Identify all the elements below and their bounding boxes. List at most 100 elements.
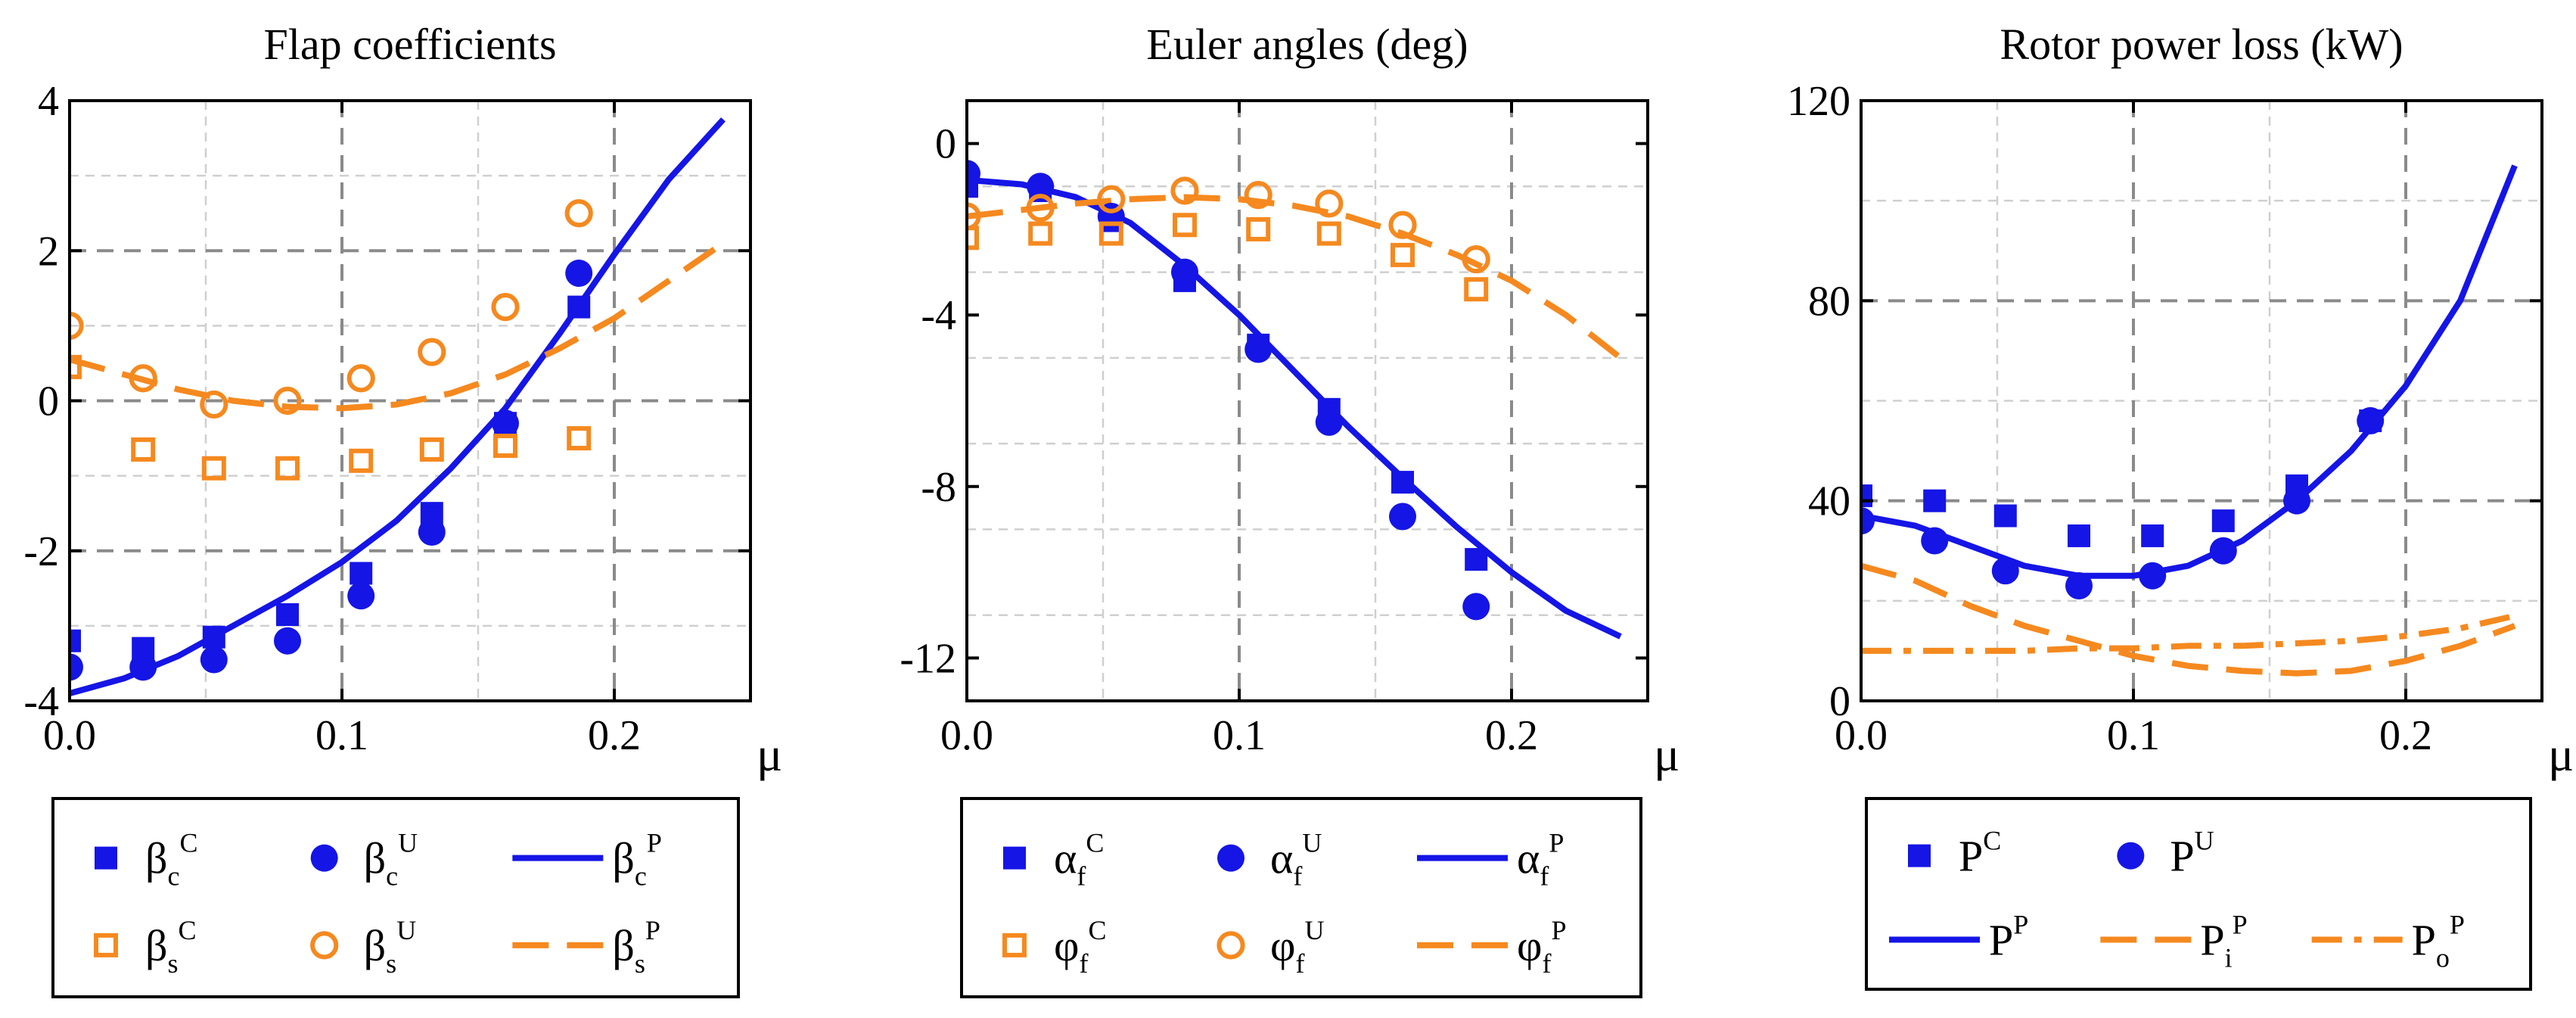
y-tick-label: -12 <box>900 635 956 682</box>
legend-label-βcC: βcC <box>145 828 198 892</box>
data-point-φfU <box>1170 176 1199 205</box>
y-tick-label: -4 <box>921 292 956 339</box>
data-point-βcU <box>492 409 519 437</box>
data-point-φfC <box>1316 221 1341 246</box>
data-point-PC <box>2141 524 2164 547</box>
data-point-βsU <box>564 199 593 228</box>
x-axis-label: μ <box>757 727 782 781</box>
series-line-PiP <box>1861 562 2516 677</box>
data-point-βcU <box>565 259 593 287</box>
legend-label-φfU: φfU <box>1270 915 1324 979</box>
data-point-φfU <box>1315 189 1344 218</box>
legend-label-βcP: βcP <box>612 828 662 892</box>
data-point-βcU <box>70 653 83 681</box>
data-point-βcU <box>347 582 375 610</box>
data-point-βsC <box>349 448 374 473</box>
data-point-φfC <box>967 226 979 251</box>
data-point-βcC <box>567 295 591 319</box>
legend-marker-PC <box>1908 844 1931 867</box>
data-point-αfU <box>1244 335 1272 363</box>
x-axis-label: μ <box>2548 727 2574 781</box>
plot-area <box>967 160 1623 640</box>
legend-marker-PU <box>2117 842 2145 870</box>
data-point-βsC <box>493 433 517 458</box>
x-axis-label: μ <box>1654 727 1680 781</box>
data-point-βcC <box>276 603 299 627</box>
legend-marker-βsU <box>310 931 339 960</box>
data-point-φfU <box>1026 194 1055 223</box>
chart-panel-2: Euler angles (deg) 0.0 0.1 0.2 0 -4 -8 -12 μ αfC α… <box>900 20 1680 998</box>
data-point-αfU <box>1462 593 1490 621</box>
data-point-PU <box>1861 507 1875 535</box>
legend-label-PP: PP <box>1989 909 2028 964</box>
legend-marker-βsC <box>94 932 118 957</box>
plot-area <box>70 117 726 696</box>
data-point-βsC <box>70 354 82 379</box>
chart-title: Euler angles (deg) <box>1146 20 1468 69</box>
series-line-βsP <box>70 241 726 412</box>
legend-marker-αfU <box>1217 844 1244 872</box>
data-point-αfU <box>967 160 980 188</box>
data-point-PC <box>1993 504 2017 528</box>
y-tick-label: 120 <box>1787 78 1850 125</box>
chart-title: Flap coefficients <box>263 20 556 69</box>
y-tick-label: -8 <box>921 464 956 511</box>
x-tick-label: 0.0 <box>940 712 993 759</box>
data-point-αfU <box>1315 408 1343 436</box>
data-point-βsC <box>131 437 156 462</box>
data-point-PC <box>1923 489 1947 512</box>
data-point-φfC <box>1098 221 1123 246</box>
series-line-βcP <box>70 117 726 696</box>
data-point-βsU <box>491 292 520 322</box>
data-point-PU <box>2283 487 2310 515</box>
data-point-βsC <box>567 426 592 451</box>
series-line-φfP <box>967 194 1623 361</box>
data-point-φfU <box>1244 181 1272 210</box>
legend-label-βsC: βsC <box>145 915 197 979</box>
data-point-βsU <box>418 338 446 366</box>
data-point-βsU <box>129 364 157 393</box>
y-tick-label: 0 <box>1829 678 1850 725</box>
legend-marker-βcU <box>310 844 338 872</box>
series-line-PoP <box>1861 612 2515 654</box>
legend-label-PU: PU <box>2170 826 2214 881</box>
legend-marker-φfU <box>1217 931 1245 960</box>
axes-frame <box>965 99 1649 702</box>
y-tick-label: 2 <box>38 228 59 275</box>
data-point-φfU <box>1097 185 1126 213</box>
plot-area <box>1861 164 2518 677</box>
x-tick-label: 0.0 <box>43 712 96 759</box>
y-tick-label: 80 <box>1808 278 1850 325</box>
data-point-βsC <box>275 456 300 481</box>
legend-label-φfP: φfP <box>1517 915 1567 979</box>
legend-label-αfU: αfU <box>1270 828 1322 892</box>
legend-label-PiP: PiP <box>2200 909 2247 973</box>
data-point-βsU <box>200 390 228 419</box>
y-tick-label: -2 <box>23 528 59 575</box>
legend-marker-φfC <box>1002 932 1027 957</box>
data-point-βcU <box>274 627 301 655</box>
legend-box <box>960 797 1642 998</box>
x-tick-label: 0.1 <box>1213 712 1266 759</box>
legend-label-αfP: αfP <box>1517 828 1564 892</box>
chart-title: Rotor power loss (kW) <box>2000 20 2403 69</box>
data-point-βcC <box>70 629 81 652</box>
series-line-PP <box>1861 164 2518 579</box>
y-tick-label: 0 <box>38 378 59 425</box>
y-tick-label: -4 <box>23 678 59 725</box>
data-point-PU <box>2065 572 2093 600</box>
legend-label-βsP: βsP <box>612 915 660 979</box>
chart-panel-1: Flap coefficients 0.0 0.1 0.2 4 2 0 -2 -4 μ βcC βcU… <box>23 20 782 998</box>
data-point-βsC <box>201 456 226 481</box>
data-point-αfU <box>1389 503 1416 531</box>
data-point-αfU <box>1171 258 1198 286</box>
x-tick-label: 0.2 <box>2379 712 2432 759</box>
data-point-βsU <box>273 386 302 416</box>
legend-box <box>1865 797 2532 991</box>
data-point-βcU <box>200 646 228 674</box>
legend-box <box>51 797 740 998</box>
data-point-αfC <box>1391 471 1414 494</box>
x-tick-label: 0.1 <box>315 712 368 759</box>
data-point-βcC <box>202 625 225 649</box>
